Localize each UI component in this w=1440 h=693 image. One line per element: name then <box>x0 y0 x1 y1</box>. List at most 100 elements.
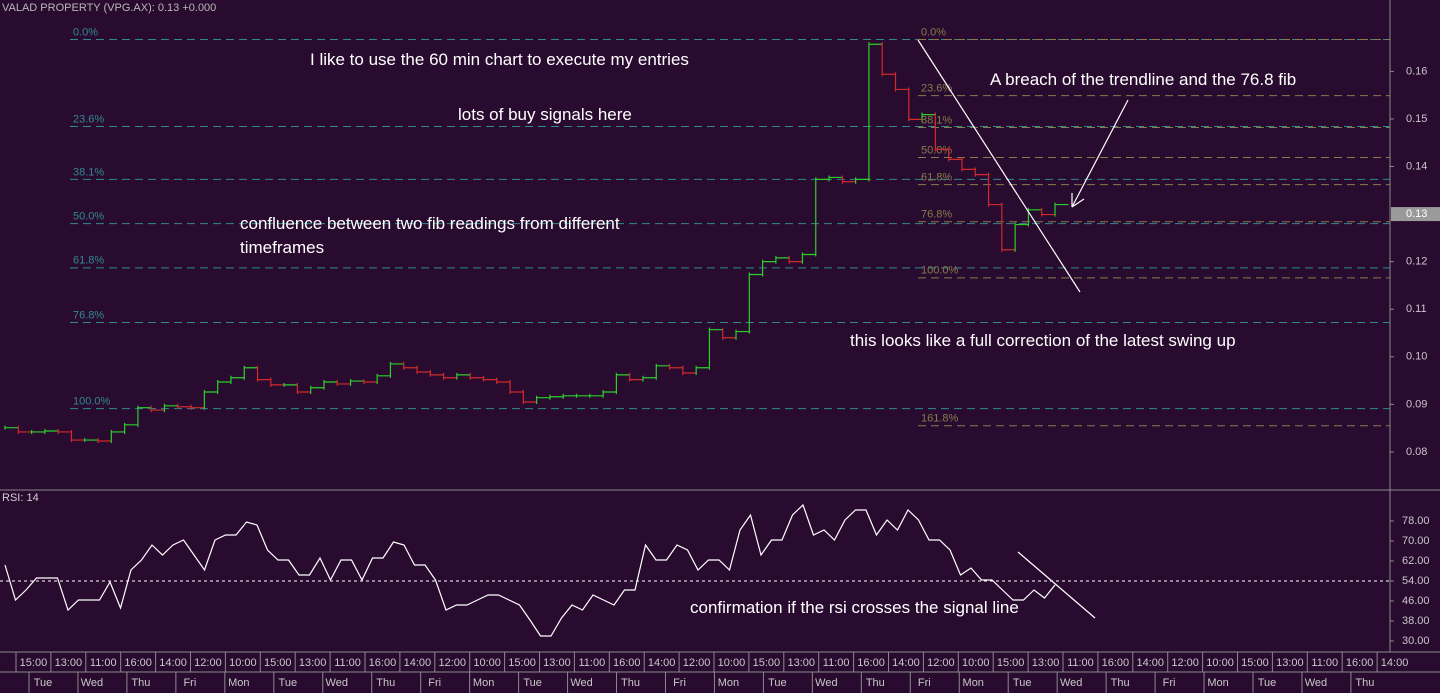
price-bar <box>868 42 883 182</box>
hour-label: 14:00 <box>1381 657 1409 669</box>
price-bar <box>150 405 165 413</box>
y-tick-label: 38.00 <box>1402 615 1430 627</box>
fib-label: 76.8% <box>73 309 104 321</box>
price-bar <box>1001 202 1016 252</box>
price-bar <box>881 42 896 77</box>
day-label: Mon <box>718 677 739 689</box>
price-bar <box>974 167 989 177</box>
price-bar <box>482 375 497 382</box>
y-tick-label: 78.00 <box>1402 515 1430 527</box>
last-price-label: 0.13 <box>1406 208 1427 220</box>
hour-label: 16:00 <box>613 657 641 669</box>
fib-label: 38.1% <box>73 166 104 178</box>
hour-label: 12:00 <box>438 657 466 669</box>
price-bar <box>323 380 338 390</box>
day-label: Fri <box>428 677 441 689</box>
price-bar <box>17 425 32 434</box>
price-bar <box>363 379 378 385</box>
price-bar <box>668 363 683 370</box>
y-tick-label: 0.16 <box>1406 65 1427 77</box>
price-bar <box>137 405 152 427</box>
price-bar <box>522 390 537 404</box>
price-bar <box>376 373 391 385</box>
last-price-box <box>1391 207 1440 222</box>
y-tick-label: 30.00 <box>1402 635 1430 647</box>
price-bar <box>775 255 790 264</box>
price-bar <box>469 372 484 380</box>
trendline <box>917 39 1081 293</box>
price-bar <box>496 377 511 385</box>
annotation: I like to use the 60 min chart to execut… <box>310 50 689 69</box>
day-label: Wed <box>81 677 103 689</box>
price-bar <box>44 429 59 434</box>
price-bar <box>4 425 19 430</box>
price-bar <box>97 438 112 443</box>
hour-label: 16:00 <box>369 657 397 669</box>
price-bar <box>948 147 962 162</box>
day-label: Tue <box>1258 677 1277 689</box>
day-label: Fri <box>183 677 196 689</box>
hour-label: 10:00 <box>1206 657 1234 669</box>
price-bar <box>894 72 909 92</box>
hour-label: 13:00 <box>299 657 327 669</box>
price-bar <box>655 363 670 380</box>
day-label: Mon <box>963 677 984 689</box>
rsi-line <box>4 503 1056 637</box>
fib-label: 100.0% <box>73 396 111 408</box>
price-bar <box>801 252 816 264</box>
chart-title: VALAD PROPERTY (VPG.AX): 0.13 +0.000 <box>2 2 216 14</box>
price-bar <box>30 429 45 434</box>
annotation: confirmation if the rsi crosses the sign… <box>690 598 1019 617</box>
y-tick-label: 0.09 <box>1406 398 1427 410</box>
hour-label: 16:00 <box>1346 657 1374 669</box>
price-bar <box>243 365 258 380</box>
rsi-title: RSI: 14 <box>2 492 39 504</box>
fib-label: 100.0% <box>921 265 959 277</box>
price-bar <box>1041 207 1055 217</box>
hour-label: 11:00 <box>823 657 850 669</box>
price-bar <box>416 365 431 375</box>
day-label: Tue <box>1013 677 1032 689</box>
day-label: Thu <box>621 677 640 689</box>
price-bar <box>336 380 351 386</box>
hour-label: 12:00 <box>1171 657 1199 669</box>
price-bar <box>296 382 311 394</box>
price-bar <box>615 372 630 394</box>
price-bar <box>190 404 205 410</box>
arrow-head <box>1071 193 1085 208</box>
price-bar <box>57 429 72 434</box>
day-label: Thu <box>376 677 395 689</box>
day-label: Fri <box>1163 677 1176 689</box>
fib-label: 61.8% <box>921 171 952 183</box>
y-tick-label: 0.11 <box>1406 303 1427 315</box>
price-bar <box>841 175 856 184</box>
day-label: Wed <box>570 677 592 689</box>
hour-label: 15:00 <box>508 657 536 669</box>
fib-label: 50.0% <box>73 210 104 222</box>
hour-label: 14:00 <box>892 657 920 669</box>
price-bar <box>443 372 457 380</box>
fib-label: 0.0% <box>73 26 98 38</box>
price-bar <box>349 379 364 386</box>
hour-label: 11:00 <box>334 657 361 669</box>
price-bar <box>815 177 830 257</box>
hour-label: 13:00 <box>543 657 571 669</box>
price-bar <box>987 172 1002 207</box>
price-bar <box>629 372 643 382</box>
day-label: Thu <box>1111 677 1130 689</box>
day-label: Wed <box>1305 677 1327 689</box>
price-bar <box>642 375 657 382</box>
hour-label: 11:00 <box>1067 657 1094 669</box>
price-bar <box>283 382 298 387</box>
day-label: Mon <box>473 677 494 689</box>
day-label: Tue <box>34 677 53 689</box>
day-label: Fri <box>918 677 931 689</box>
price-bar <box>788 255 803 264</box>
hour-label: 14:00 <box>159 657 187 669</box>
hour-label: 13:00 <box>1276 657 1304 669</box>
price-bar <box>562 393 577 399</box>
price-bar <box>748 272 763 334</box>
price-bar <box>70 429 85 443</box>
price-bar <box>310 385 324 394</box>
